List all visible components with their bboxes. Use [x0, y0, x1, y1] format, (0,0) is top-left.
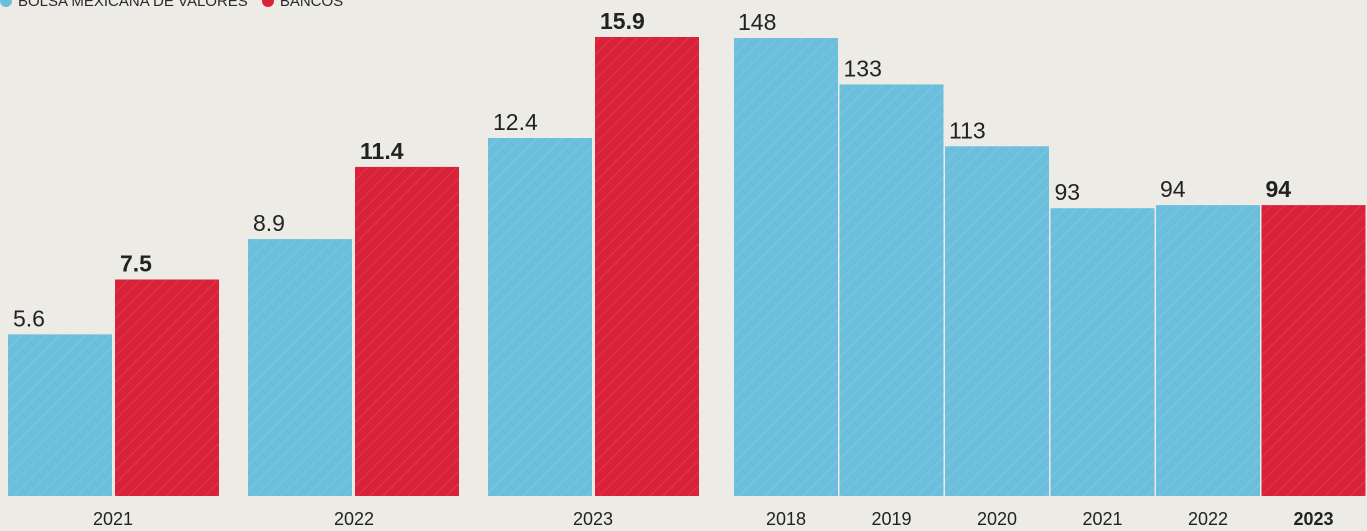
value-label-bmv-2022: 8.9	[253, 210, 285, 236]
value-label-2018: 148	[738, 9, 776, 35]
value-label-bmv-2021: 5.6	[13, 305, 45, 331]
bar-2020	[945, 146, 1049, 497]
value-label-bancos-2023: 15.9	[600, 8, 645, 34]
value-label-bancos-2021: 7.5	[120, 250, 152, 276]
category-label-2019: 2019	[871, 509, 911, 529]
value-label-2022: 94	[1160, 176, 1186, 202]
value-label-2023: 94	[1266, 176, 1292, 202]
chart-left: 5.6 7.5 2021 8.9 11.4 2022 12.4 15.9 2023	[8, 8, 699, 529]
category-label-2021: 2021	[1082, 509, 1122, 529]
legend: BOLSA MEXICANA DE VALORES BANCOS	[0, 0, 343, 11]
legend-item-bmv: BOLSA MEXICANA DE VALORES	[0, 0, 248, 10]
bar-2023	[1261, 205, 1366, 497]
legend-label-bmv: BOLSA MEXICANA DE VALORES	[18, 0, 248, 10]
bar-2018	[734, 38, 838, 496]
value-label-2020: 113	[949, 117, 986, 143]
legend-swatch-bancos	[261, 0, 274, 7]
bar-2021	[1050, 208, 1155, 496]
bar-2019	[839, 84, 944, 497]
bar-bancos-2023	[595, 37, 699, 496]
bar-2022	[1156, 205, 1260, 497]
bar-bancos-2021	[115, 279, 219, 496]
category-label-2018: 2018	[766, 509, 806, 529]
legend-item-bancos: BANCOS	[261, 0, 344, 10]
category-label-2023: 2023	[1293, 509, 1333, 529]
category-label-2021: 2021	[93, 509, 133, 529]
value-label-2019: 133	[844, 55, 882, 81]
value-label-bancos-2022: 11.4	[360, 138, 404, 164]
chart-right: 148 2018 133 2019 113 2020 93 2021 94 2022 94 2023	[734, 9, 1366, 529]
category-label-2022: 2022	[334, 509, 374, 529]
legend-swatch-bmv	[0, 0, 12, 7]
bar-bancos-2022	[355, 166, 459, 497]
category-label-2023: 2023	[573, 509, 613, 529]
bar-bmv-2023	[488, 138, 592, 497]
bar-bmv-2022	[248, 239, 352, 496]
value-label-bmv-2023: 12.4	[493, 109, 538, 135]
value-label-2021: 93	[1055, 179, 1081, 205]
legend-label-bancos: BANCOS	[279, 0, 344, 10]
category-label-2020: 2020	[977, 509, 1017, 529]
bar-bmv-2021	[8, 334, 112, 496]
category-label-2022: 2022	[1188, 509, 1228, 529]
